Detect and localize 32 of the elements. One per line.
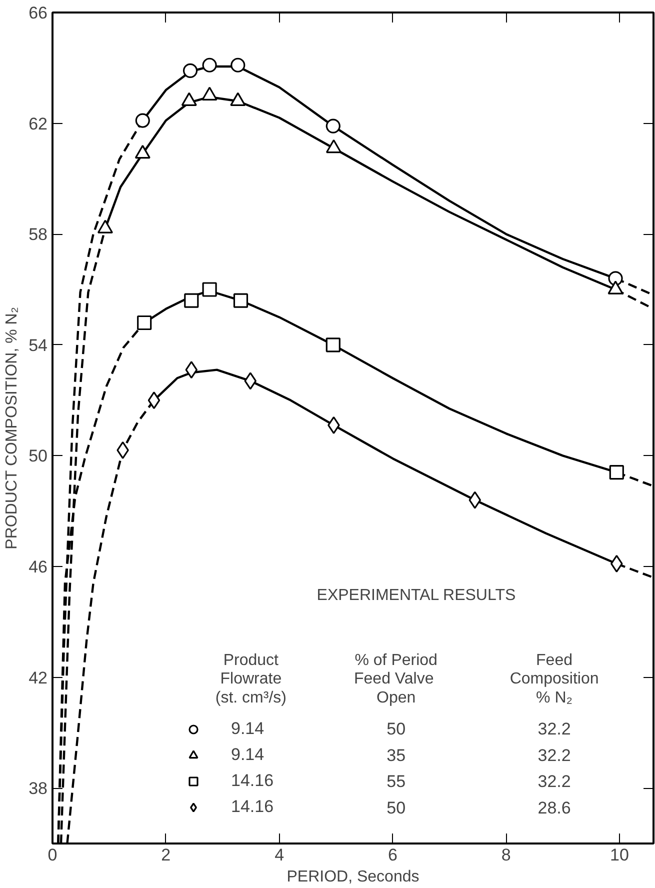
y-tick-label: 46 (28, 558, 48, 576)
x-tick-label: 4 (274, 846, 284, 864)
annotation: Feed Composition % N₂ (510, 652, 599, 706)
annotation: 55 (386, 772, 406, 792)
annotation: 50 (386, 720, 406, 739)
y-tick-label: 38 (28, 779, 48, 798)
y-tick-label: 50 (28, 446, 48, 466)
annotation: 28.6 (538, 798, 571, 818)
y-tick-label: 42 (28, 668, 48, 688)
legend-label: 9.14 (231, 719, 264, 739)
annotation: Product Flowrate (st. cm³/s) (215, 652, 286, 706)
y-tick-label: 54 (28, 336, 48, 355)
x-tick-label: 10 (610, 846, 629, 864)
annotation: 50 (386, 798, 406, 818)
legend-label: 14.16 (231, 771, 274, 791)
annotation: 32.2 (538, 772, 571, 792)
annotation: % of Period Feed Valve Open (354, 652, 438, 706)
annotation: 32.2 (538, 720, 571, 739)
legend-label: 9.14 (231, 745, 264, 765)
y-tick-label: 66 (28, 4, 48, 22)
x-tick-label: 2 (161, 846, 171, 864)
legend-label: 14.16 (231, 797, 274, 817)
y-axis-title: PRODUCT COMPOSITION, % N₂ (4, 306, 21, 550)
x-tick-label: 6 (388, 846, 398, 864)
x-tick-label: 8 (501, 846, 511, 864)
y-tick-label: 58 (28, 225, 48, 244)
x-tick-label: 0 (48, 846, 58, 864)
annotation: 32.2 (538, 746, 571, 765)
annotation: 35 (386, 746, 406, 765)
y-tick-label: 62 (28, 114, 48, 134)
annotation: EXPERIMENTAL RESULTS (316, 587, 516, 604)
x-axis-title: PERIOD, Seconds (286, 868, 420, 886)
